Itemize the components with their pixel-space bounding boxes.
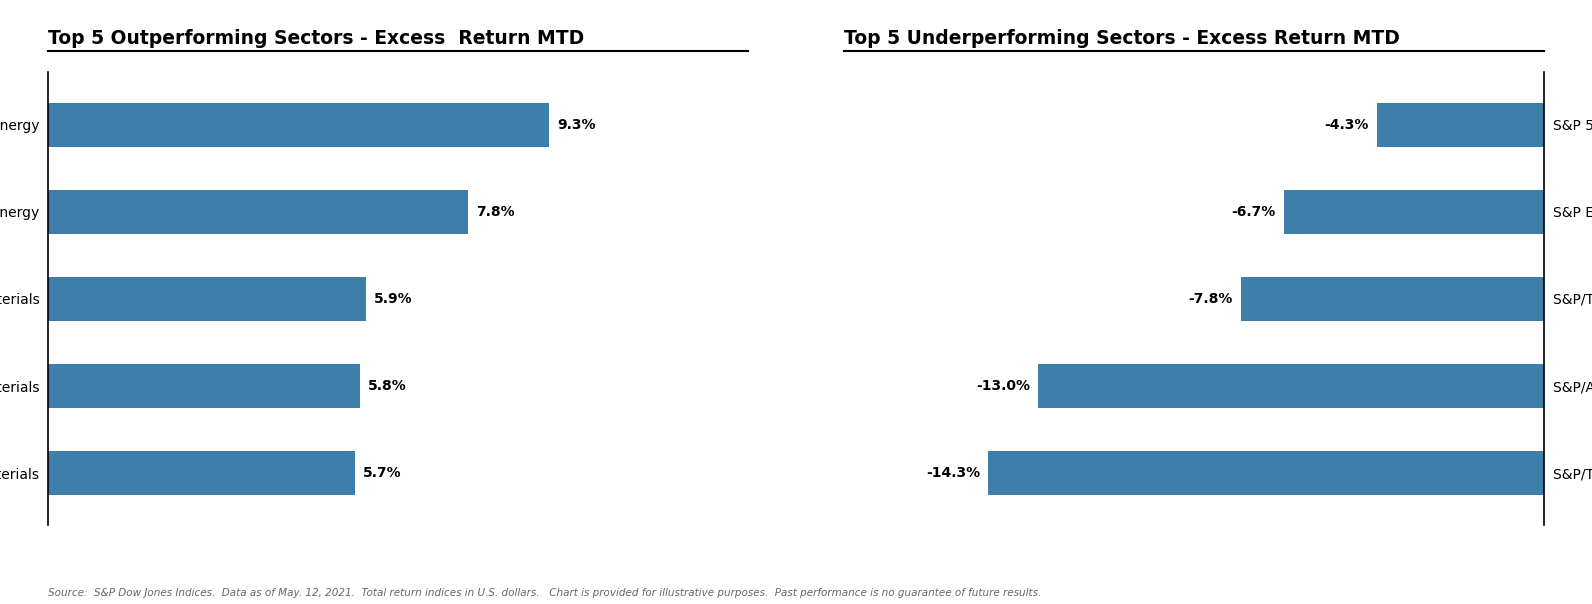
Bar <box>1240 277 1544 321</box>
Bar <box>1038 364 1544 408</box>
Bar <box>1283 190 1544 234</box>
Bar <box>48 190 468 234</box>
Text: -14.3%: -14.3% <box>927 466 981 480</box>
Bar <box>48 364 360 408</box>
Bar <box>48 451 355 495</box>
Text: -13.0%: -13.0% <box>976 379 1030 393</box>
Text: -6.7%: -6.7% <box>1232 205 1275 219</box>
Bar <box>1377 103 1544 147</box>
Text: -4.3%: -4.3% <box>1325 118 1369 132</box>
Text: -7.8%: -7.8% <box>1189 292 1232 306</box>
Text: 7.8%: 7.8% <box>476 205 514 219</box>
Text: Top 5 Underperforming Sectors - Excess Return MTD: Top 5 Underperforming Sectors - Excess R… <box>844 30 1399 48</box>
Text: 9.3%: 9.3% <box>557 118 595 132</box>
Text: 5.8%: 5.8% <box>368 379 408 393</box>
Text: 5.9%: 5.9% <box>374 292 412 306</box>
Text: Source:  S&P Dow Jones Indices.  Data as of May. 12, 2021.  Total return indices: Source: S&P Dow Jones Indices. Data as o… <box>48 588 1041 598</box>
Text: 5.7%: 5.7% <box>363 466 401 480</box>
Bar <box>48 277 366 321</box>
Bar <box>987 451 1544 495</box>
Bar <box>48 103 549 147</box>
Text: Top 5 Outperforming Sectors - Excess  Return MTD: Top 5 Outperforming Sectors - Excess Ret… <box>48 30 584 48</box>
